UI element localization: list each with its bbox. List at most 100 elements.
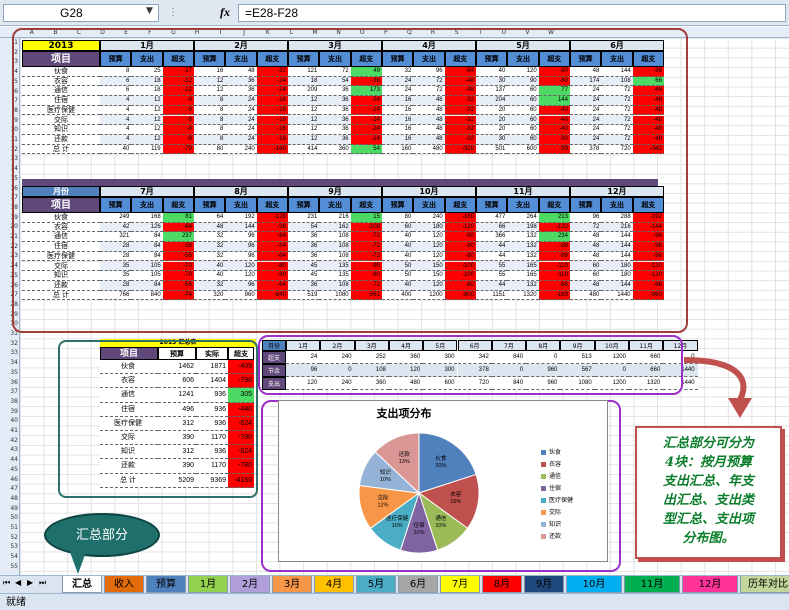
sheet-tab[interactable]: 7月 — [440, 576, 480, 593]
data-cell[interactable]: -128 — [256, 213, 288, 223]
monthly-value[interactable]: 840 — [491, 377, 527, 390]
data-cell[interactable]: 96 — [570, 213, 602, 223]
data-cell[interactable]: -120 — [632, 271, 664, 281]
data-cell[interactable]: 1151 — [476, 290, 508, 301]
sub-header[interactable]: 预算 — [382, 51, 414, 67]
data-cell[interactable]: 72 — [601, 96, 633, 106]
monthly-value[interactable]: 600 — [423, 377, 458, 390]
monthly-value[interactable]: 0 — [491, 364, 527, 377]
row-header[interactable]: 51 — [10, 524, 18, 531]
data-cell[interactable]: 12 — [131, 105, 163, 116]
data-cell[interactable]: -16 — [256, 96, 288, 106]
monthly-month-header[interactable]: 7月 — [491, 340, 527, 351]
data-cell[interactable]: 366 — [476, 232, 508, 243]
row-header[interactable]: 48 — [10, 494, 18, 502]
data-cell[interactable]: 35 — [100, 261, 132, 272]
data-cell[interactable]: -120 — [444, 222, 476, 233]
column-header[interactable]: R — [430, 29, 436, 36]
data-cell[interactable]: 12 — [288, 134, 320, 145]
data-cell[interactable]: -169 — [538, 290, 570, 301]
data-cell[interactable]: 12 — [288, 96, 320, 106]
data-cell[interactable]: -88 — [538, 242, 570, 252]
row-header[interactable]: 6 — [14, 87, 18, 95]
data-cell[interactable]: 204 — [476, 96, 508, 106]
data-cell[interactable]: -561 — [350, 290, 382, 301]
summary-value[interactable]: 1404 — [196, 374, 228, 389]
data-cell[interactable]: -24 — [256, 86, 288, 97]
data-cell[interactable]: -342 — [632, 144, 664, 155]
data-cell[interactable]: 16 — [194, 67, 226, 77]
data-cell[interactable]: 132 — [507, 251, 539, 262]
sub-header[interactable]: 超支 — [538, 197, 570, 213]
data-cell[interactable]: 18 — [131, 86, 163, 97]
data-cell[interactable]: -72 — [350, 251, 382, 262]
column-header[interactable]: O — [359, 29, 365, 36]
data-cell[interactable]: -12 — [162, 86, 194, 97]
data-cell[interactable]: 24 — [225, 105, 257, 116]
data-cell[interactable]: -24 — [350, 115, 382, 126]
data-cell[interactable]: 12 — [194, 86, 226, 97]
month-header[interactable]: 5月 — [476, 40, 570, 51]
data-cell[interactable]: 249 — [100, 213, 132, 223]
data-cell[interactable]: -56 — [162, 280, 194, 291]
summary-category[interactable]: 衣容 — [100, 374, 158, 389]
sheet-tab[interactable]: 历年对比 — [740, 576, 789, 593]
data-cell[interactable]: 36 — [288, 251, 320, 262]
data-cell[interactable]: -72 — [350, 232, 382, 243]
sub-header[interactable]: 预算 — [476, 51, 508, 67]
sub-header[interactable]: 超支 — [444, 51, 476, 67]
column-header[interactable]: J — [243, 29, 246, 36]
row-header[interactable]: 46 — [10, 475, 18, 483]
data-cell[interactable]: 108 — [601, 76, 633, 87]
data-cell[interactable]: 8 — [194, 134, 226, 145]
name-box[interactable]: G28 — [3, 4, 159, 22]
data-cell[interactable]: 216 — [319, 213, 351, 223]
data-cell[interactable]: 600 — [507, 144, 539, 155]
monthly-value[interactable]: 480 — [388, 377, 424, 390]
data-cell[interactable]: 55 — [476, 261, 508, 272]
data-cell[interactable]: 132 — [507, 280, 539, 291]
monthly-value[interactable]: 108 — [354, 364, 389, 377]
data-cell[interactable]: 360 — [319, 144, 351, 155]
row-header[interactable]: 20 — [10, 223, 18, 231]
sub-header[interactable]: 预算 — [570, 51, 602, 67]
data-cell[interactable]: 72 — [601, 134, 633, 145]
data-cell[interactable]: -96 — [256, 222, 288, 233]
data-cell[interactable]: 60 — [507, 86, 539, 97]
data-cell[interactable]: 48 — [570, 251, 602, 262]
data-cell[interactable]: -48 — [444, 76, 476, 87]
data-cell[interactable]: -32 — [444, 115, 476, 126]
name-box-dropdown-icon[interactable]: ▼ — [146, 6, 153, 16]
summary-category[interactable]: 知识 — [100, 445, 158, 460]
data-cell[interactable]: 400 — [382, 290, 414, 301]
monthly-value[interactable]: 567 — [560, 364, 595, 377]
data-cell[interactable]: 54 — [319, 76, 351, 87]
data-cell[interactable]: 20 — [476, 115, 508, 126]
summary-value[interactable]: -4160 — [228, 473, 254, 488]
month-header[interactable]: 1月 — [100, 40, 194, 51]
data-cell[interactable]: 960 — [225, 290, 257, 301]
sheet-tab[interactable]: 4月 — [314, 576, 354, 593]
monthly-row-label[interactable]: 月份 — [262, 340, 286, 351]
data-cell[interactable]: 66 — [476, 222, 508, 233]
data-cell[interactable]: -72 — [350, 242, 382, 252]
column-header[interactable]: T — [478, 29, 483, 36]
sub-header[interactable]: 预算 — [382, 197, 414, 213]
summary-category[interactable]: 伙食 — [100, 360, 158, 375]
summary-value[interactable]: 936 — [196, 388, 228, 403]
data-cell[interactable]: -96 — [632, 67, 664, 77]
data-cell[interactable]: 64 — [194, 213, 226, 223]
data-cell[interactable]: 8 — [194, 105, 226, 116]
sheet-tab[interactable]: 6月 — [398, 576, 438, 593]
row-header[interactable]: 38 — [10, 397, 18, 405]
summary-value[interactable]: -798 — [228, 374, 254, 389]
row-header[interactable]: 13 — [10, 155, 18, 163]
monthly-month-header[interactable]: 8月 — [526, 340, 561, 351]
data-cell[interactable]: 40 — [382, 242, 414, 252]
data-cell[interactable]: -32 — [256, 67, 288, 77]
monthly-value[interactable]: 1440 — [663, 364, 698, 377]
data-cell[interactable]: -80 — [256, 261, 288, 272]
data-cell[interactable]: -40 — [538, 115, 570, 126]
data-cell[interactable]: 144 — [601, 251, 633, 262]
data-cell[interactable]: 40 — [382, 232, 414, 243]
